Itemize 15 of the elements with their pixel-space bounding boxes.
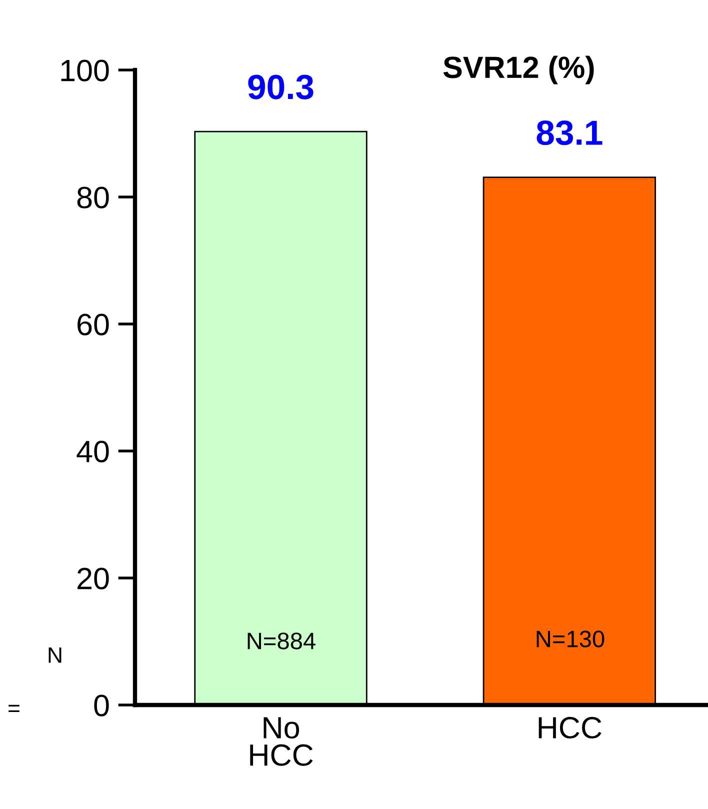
chart-title: SVR12 (%) [443, 56, 594, 84]
text: N [48, 647, 62, 663]
y-tick-label: 20 [78, 568, 109, 590]
annotation: N=130 [536, 630, 604, 648]
x-tick-label: No HCC [250, 717, 313, 766]
y-tick-label: 60 [78, 314, 109, 336]
data-label: 83.1 [536, 120, 602, 146]
y-tick-label: 80 [77, 186, 109, 208]
text: = [8, 704, 20, 712]
x-tick-label: HCC [538, 716, 602, 739]
y-tick-label: 40 [76, 440, 109, 462]
annotation: N=884 [248, 632, 316, 650]
y-tick-label: 0 [94, 694, 109, 716]
y-tick-label: 100 [61, 60, 109, 82]
data-label: 90.3 [248, 74, 314, 100]
